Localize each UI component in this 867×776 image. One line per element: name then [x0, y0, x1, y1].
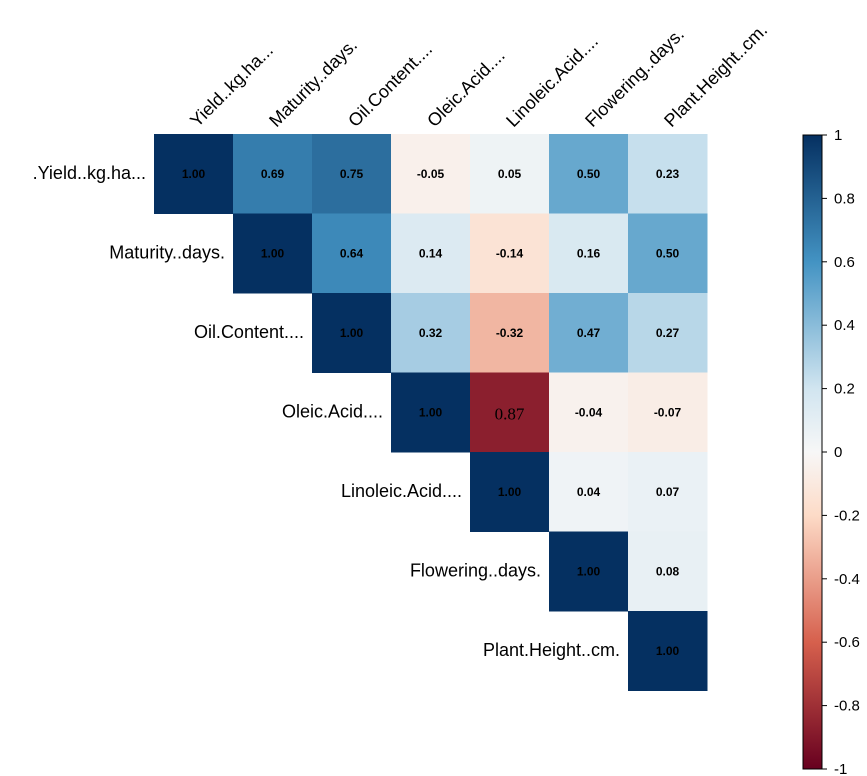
- heatmap-cell-0-1: [233, 134, 313, 214]
- column-label: Oleic.Acid....: [423, 45, 509, 131]
- heatmap-cell-2-5: [549, 293, 629, 373]
- heatmap-cell-3-5: [549, 372, 629, 453]
- cell-value-label: 1.00: [656, 644, 680, 658]
- heatmap-cell-2-2: [312, 293, 392, 373]
- cell-value-label: 1.00: [182, 167, 206, 181]
- cell-value-label: 1.00: [577, 564, 601, 578]
- heatmap-cell-0-0: [154, 134, 234, 214]
- colorbar-tick-label: 0.8: [834, 190, 855, 207]
- colorbar-tick-label: 1: [834, 127, 842, 144]
- cell-value-label: 0.64: [340, 246, 364, 260]
- heatmap-cell-4-4: [470, 452, 550, 532]
- colorbar-tick-label: 0.2: [834, 381, 855, 398]
- colorbar-tick-label: 0.4: [834, 317, 855, 334]
- row-label: Oil.Content....: [194, 322, 304, 342]
- heatmap-cell-1-3: [391, 213, 471, 294]
- cell-value-label: 1.00: [419, 405, 443, 419]
- cell-value-label: 0.23: [656, 167, 680, 181]
- cell-value-label: -0.14: [496, 246, 524, 260]
- heatmap-cell-6-6: [628, 611, 708, 691]
- colorbar-tick-label: -1: [834, 761, 847, 776]
- cell-value-label: 0.32: [419, 326, 443, 340]
- cell-value-label: 0.75: [340, 167, 364, 181]
- row-label: Maturity..days.: [109, 243, 225, 263]
- row-labels: .Yield..kg.ha... Maturity..days. Oil.Conte…: [33, 163, 620, 660]
- heatmap-cell-3-4: [470, 372, 550, 453]
- cell-value-label: 1.00: [498, 485, 522, 499]
- cell-value-label: -0.04: [575, 405, 603, 419]
- heatmap-cell-2-3: [391, 293, 471, 373]
- colorbar: 1 0.8 0.6 0.4 0.2 0 -0.2 -0.4 -0.6 -0.8 -1: [802, 127, 860, 776]
- heatmap-cell-1-4: [470, 213, 550, 294]
- heatmap-cell-4-6: [628, 452, 708, 532]
- heatmap-cell-0-3: [391, 134, 471, 214]
- cell-value-label: 0.47: [577, 326, 601, 340]
- heatmap-cell-4-5: [549, 452, 629, 532]
- heatmap-cell-1-5: [549, 213, 629, 294]
- cell-value-label: -0.07: [654, 405, 682, 419]
- colorbar-tick-label: 0: [834, 444, 842, 461]
- heatmap-cell-1-2: [312, 213, 392, 294]
- heatmap-cell-0-5: [549, 134, 629, 214]
- heatmap-cells: 1.00 0.69 0.75 -0.05 0.05 0.50 0.23 1.00 0.64 0.1…: [154, 134, 708, 691]
- cell-value-label: -0.05: [417, 167, 445, 181]
- cell-value-label: 0.69: [261, 167, 285, 181]
- cell-value-label: 0.50: [656, 246, 680, 260]
- heatmap-cell-0-2: [312, 134, 392, 214]
- cell-value-label: 0.07: [656, 485, 680, 499]
- cell-value-label: 0.27: [656, 326, 680, 340]
- colorbar-tick-label: 0.6: [834, 254, 855, 271]
- colorbar-tick-label: -0.2: [834, 507, 860, 524]
- heatmap-cell-0-6: [628, 134, 708, 214]
- row-label: Plant.Height..cm.: [483, 640, 620, 660]
- cell-value-label: 0.05: [498, 167, 522, 181]
- cell-value-label: 0.04: [577, 485, 601, 499]
- heatmap-cell-1-6: [628, 213, 708, 294]
- row-label: Linoleic.Acid....: [341, 481, 462, 501]
- cell-value-label: 0.50: [577, 167, 601, 181]
- colorbar-tick-label: -0.6: [834, 634, 860, 651]
- cell-value-label: -0.32: [496, 326, 524, 340]
- heatmap-cell-5-6: [628, 531, 708, 612]
- row-label: Flowering..days.: [410, 561, 541, 581]
- row-label: .Yield..kg.ha...: [33, 163, 146, 183]
- column-labels: Yield..kg.ha...Maturity..days.Oil.Conten…: [186, 20, 771, 131]
- cell-value-label: 1.00: [261, 246, 285, 260]
- cell-value-label: 0.87: [495, 404, 525, 423]
- heatmap-cell-2-6: [628, 293, 708, 373]
- cell-value-label: 0.16: [577, 246, 601, 260]
- colorbar-tick-label: -0.4: [834, 571, 860, 588]
- cell-value-label: 1.00: [340, 326, 364, 340]
- colorbar-tick-label: -0.8: [834, 698, 860, 715]
- colorbar-gradient: [802, 134, 823, 770]
- heatmap-cell-0-4: [470, 134, 550, 214]
- heatmap-cell-2-4: [470, 293, 550, 373]
- heatmap-cell-1-1: [233, 213, 313, 294]
- column-label: Yield..kg.ha...: [186, 40, 277, 131]
- heatmap-cell-5-5: [549, 531, 629, 612]
- cell-value-label: 0.08: [656, 564, 680, 578]
- heatmap-cell-3-3: [391, 372, 471, 453]
- cell-value-label: 0.14: [419, 246, 443, 260]
- row-label: Oleic.Acid....: [282, 402, 383, 422]
- heatmap-cell-3-6: [628, 372, 708, 453]
